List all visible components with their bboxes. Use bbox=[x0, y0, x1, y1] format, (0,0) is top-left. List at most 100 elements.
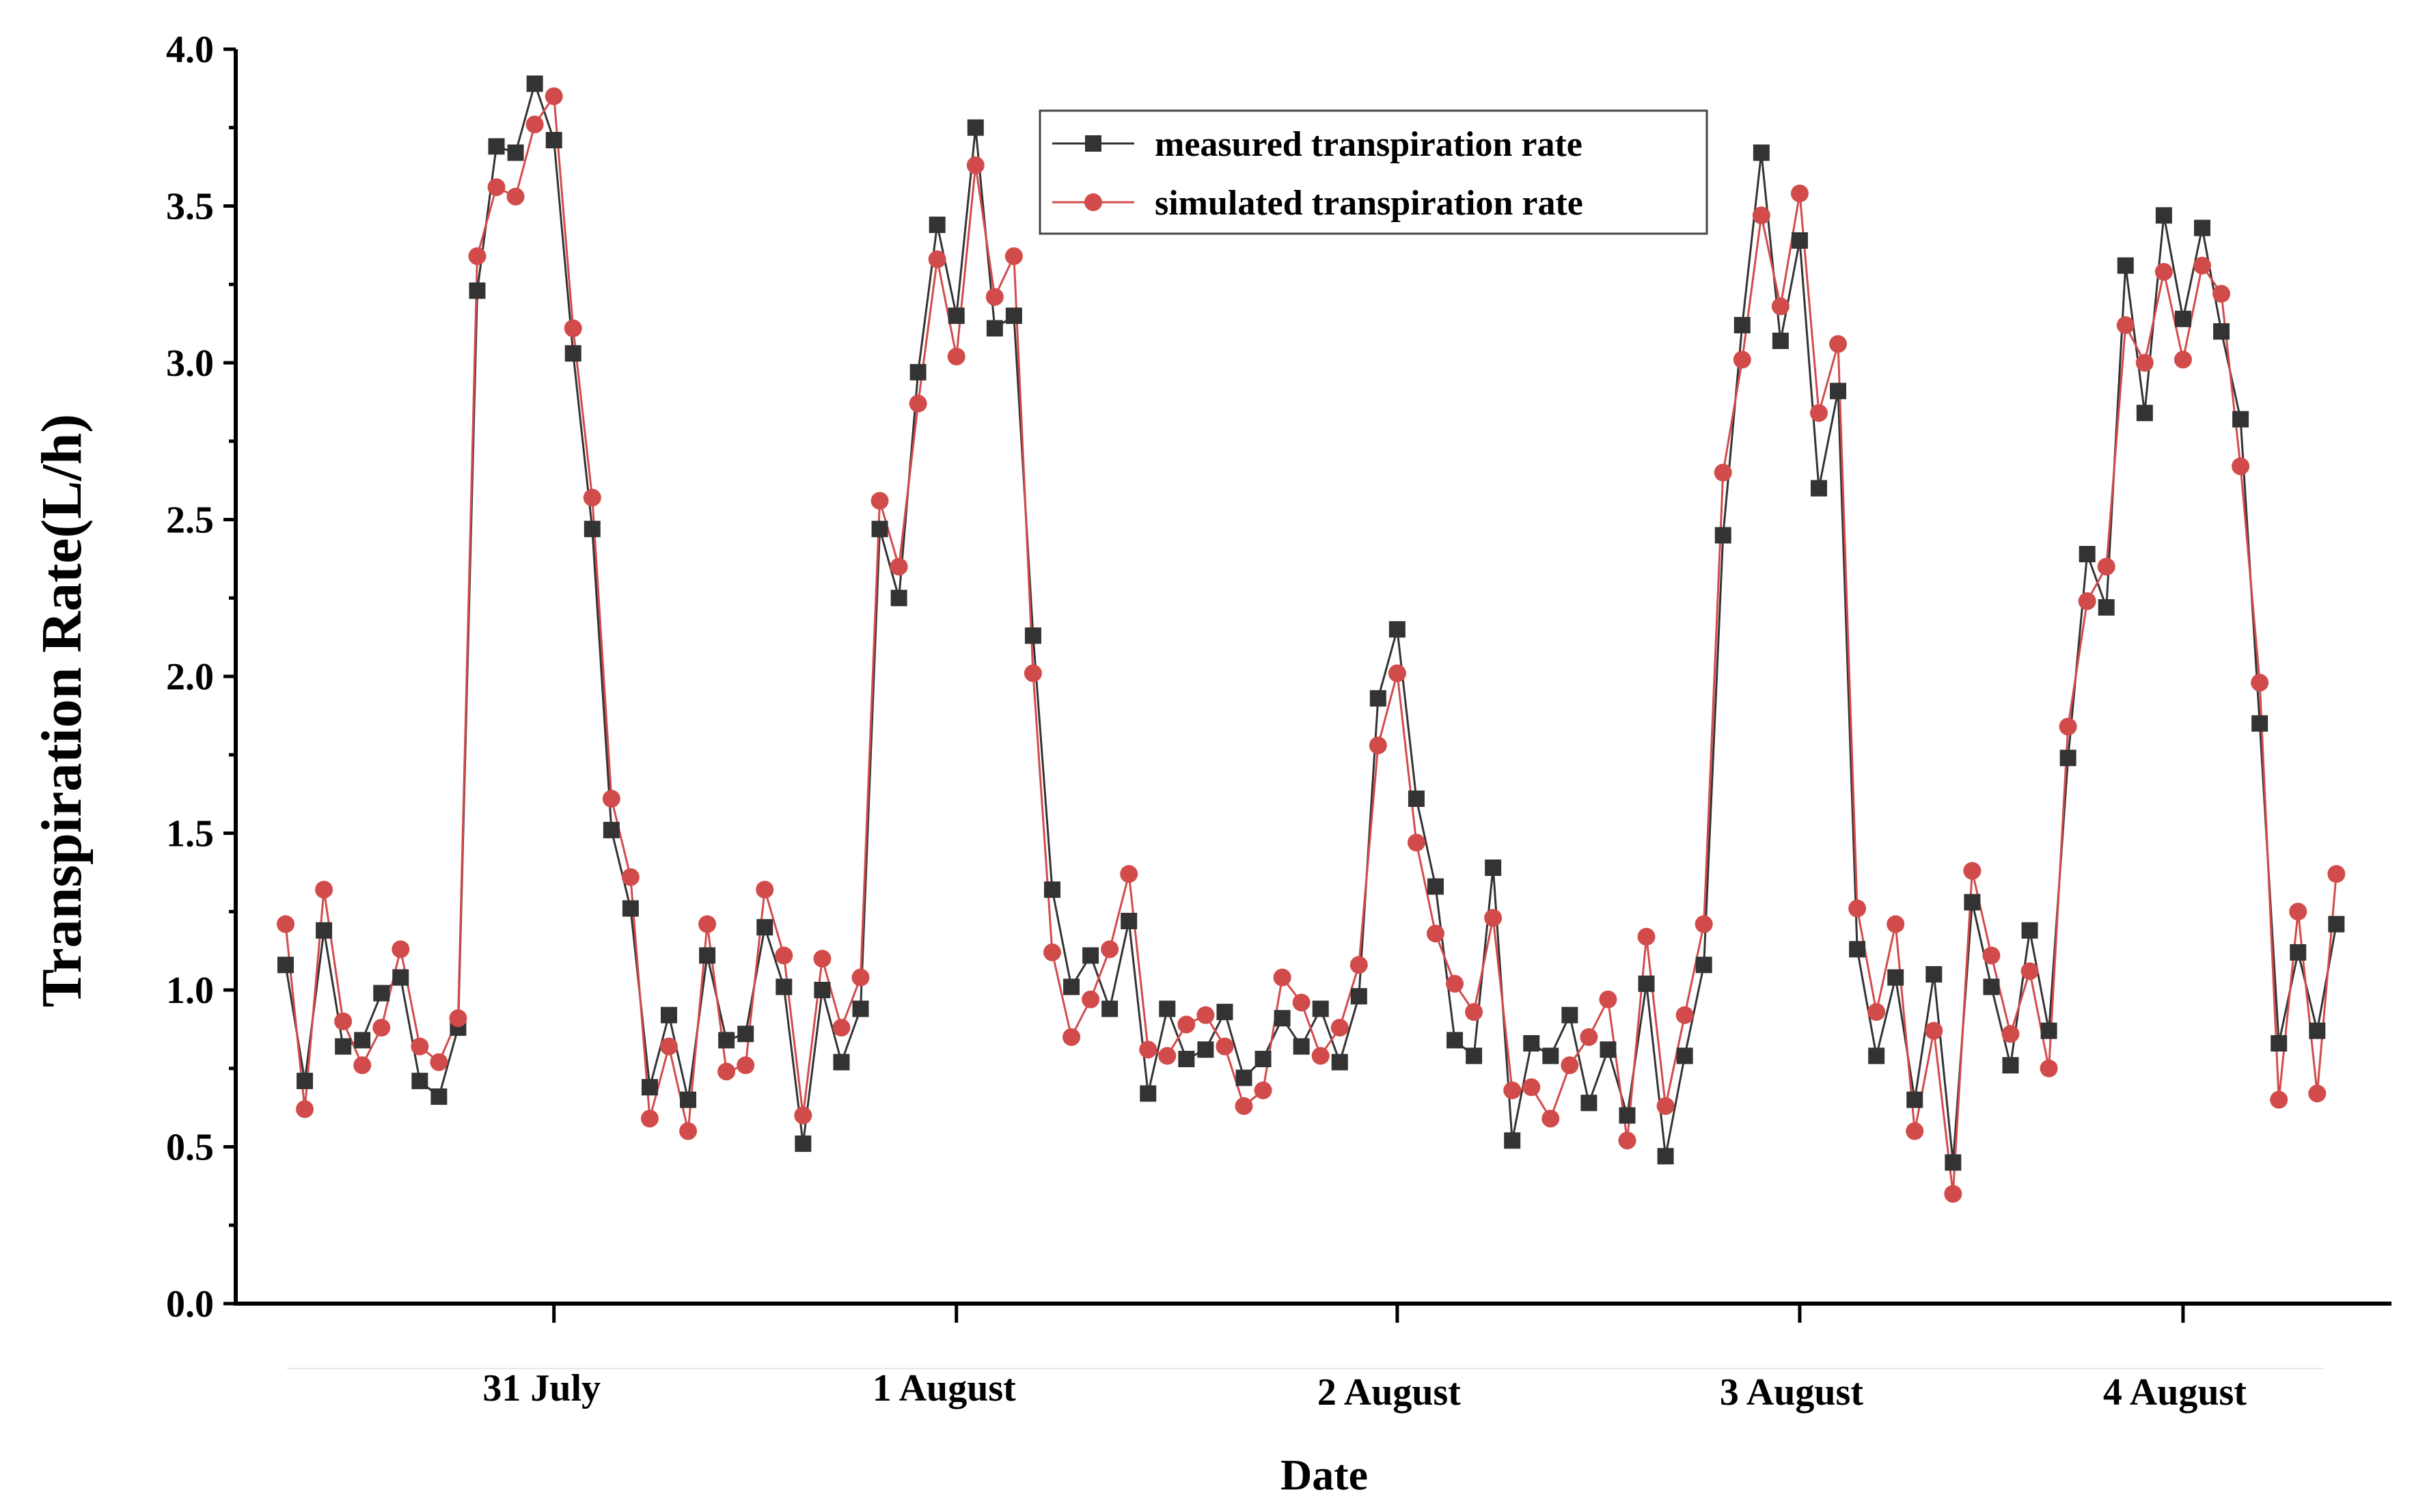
simulated-point bbox=[1503, 1081, 1522, 1099]
simulated-point bbox=[1446, 974, 1464, 993]
simulated-point bbox=[1292, 993, 1311, 1012]
measured-point bbox=[2174, 310, 2191, 327]
y-tick-label: 3.5 bbox=[166, 186, 214, 228]
simulated-point bbox=[870, 491, 889, 510]
simulated-point bbox=[1925, 1021, 1943, 1040]
simulated-point bbox=[775, 946, 793, 965]
measured-point bbox=[1580, 1095, 1598, 1112]
measured-point bbox=[1676, 1047, 1693, 1064]
simulated-point bbox=[832, 1019, 851, 1037]
measured-point bbox=[2271, 1035, 2288, 1052]
measured-point bbox=[890, 590, 907, 607]
x-tick-label: 2 August bbox=[1317, 1371, 1461, 1414]
y-tick-label: 2.5 bbox=[166, 499, 214, 542]
simulated-point bbox=[1101, 940, 1119, 959]
measured-point bbox=[2290, 944, 2307, 961]
simulated-point bbox=[1216, 1037, 1234, 1056]
simulated-point bbox=[1120, 865, 1138, 883]
measured-point bbox=[718, 1032, 735, 1049]
y-tick-label: 0.5 bbox=[166, 1127, 214, 1169]
measured-point bbox=[469, 282, 486, 299]
simulated-point bbox=[640, 1110, 659, 1128]
measured-point bbox=[1542, 1047, 1559, 1064]
simulated-point bbox=[909, 394, 927, 413]
measured-point bbox=[1485, 859, 1502, 876]
y-tick-label: 2.0 bbox=[166, 656, 214, 698]
measured-point bbox=[1830, 383, 1847, 400]
simulated-point bbox=[2270, 1090, 2288, 1109]
simulated-point bbox=[1062, 1028, 1081, 1046]
simulated-point bbox=[296, 1100, 314, 1118]
simulated-point bbox=[717, 1062, 736, 1081]
measured-point bbox=[545, 132, 562, 149]
measured-point bbox=[1044, 881, 1060, 898]
simulated-point bbox=[392, 940, 410, 959]
measured-point bbox=[1446, 1032, 1464, 1049]
simulated-point bbox=[1311, 1047, 1330, 1065]
measured-point bbox=[1063, 978, 1080, 995]
legend-box bbox=[1039, 109, 1708, 235]
measured-point bbox=[1714, 527, 1731, 544]
measured-point bbox=[2002, 1057, 2019, 1074]
simulated-point bbox=[2251, 674, 2269, 692]
simulated-point bbox=[2193, 256, 2211, 275]
measured-point bbox=[1178, 1050, 1195, 1067]
simulated-point bbox=[1369, 736, 1387, 754]
simulated-point bbox=[2097, 558, 2115, 576]
simulated-point bbox=[564, 319, 582, 338]
legend-measured-marker bbox=[1085, 135, 1101, 152]
measured-point bbox=[1753, 144, 1770, 161]
measured-point bbox=[776, 978, 793, 995]
x-tick-label: 4 August bbox=[2103, 1371, 2247, 1414]
simulated-point bbox=[506, 187, 525, 206]
simulated-series-line bbox=[284, 93, 2337, 1194]
measured-point bbox=[1868, 1047, 1885, 1064]
measured-point bbox=[986, 320, 1003, 337]
simulated-point bbox=[468, 247, 486, 265]
measured-point bbox=[1733, 316, 1751, 333]
simulated-point bbox=[1349, 956, 1368, 974]
simulated-point bbox=[1024, 664, 1042, 683]
measured-point bbox=[948, 307, 965, 325]
measured-point bbox=[680, 1091, 697, 1108]
simulated-point bbox=[928, 250, 946, 269]
simulated-point bbox=[737, 1056, 755, 1075]
y-tick-label: 1.0 bbox=[166, 970, 214, 1012]
measured-point bbox=[871, 521, 888, 538]
measured-point bbox=[373, 985, 390, 1002]
measured-point bbox=[1849, 941, 1866, 958]
measured-point bbox=[641, 1079, 658, 1096]
simulated-point bbox=[794, 1106, 812, 1125]
measured-point bbox=[1887, 969, 1904, 986]
measured-point bbox=[967, 119, 984, 136]
simulated-point bbox=[1982, 946, 2001, 965]
simulated-point bbox=[411, 1037, 429, 1056]
simulated-point bbox=[1829, 335, 1848, 353]
legend: measured transpiration rate simulated tr… bbox=[1039, 109, 1708, 235]
simulated-point bbox=[1887, 915, 1905, 933]
measured-point bbox=[852, 1000, 869, 1017]
measured-point bbox=[2251, 715, 2268, 732]
measured-point bbox=[795, 1135, 812, 1152]
measured-point bbox=[1216, 1004, 1233, 1021]
measured-point bbox=[2098, 599, 2115, 616]
measured-point bbox=[1504, 1132, 1521, 1149]
measured-point bbox=[1254, 1050, 1272, 1067]
measured-point bbox=[335, 1038, 352, 1055]
measured-point bbox=[1388, 621, 1406, 638]
measured-point bbox=[1638, 975, 1655, 992]
x-tick-label: 31 July bbox=[482, 1367, 601, 1410]
measured-point bbox=[2194, 219, 2210, 236]
simulated-point bbox=[2212, 285, 2231, 303]
simulated-point bbox=[1139, 1041, 1157, 1059]
simulated-point bbox=[1004, 247, 1023, 265]
measured-point bbox=[1983, 978, 2000, 995]
simulated-point bbox=[1082, 990, 1100, 1008]
measured-point bbox=[354, 1032, 371, 1049]
simulated-point bbox=[2001, 1025, 2020, 1043]
measured-point bbox=[2155, 207, 2172, 224]
measured-point bbox=[1561, 1006, 1578, 1023]
x-axis-title: Date bbox=[1280, 1451, 1368, 1499]
simulated-point bbox=[2059, 717, 2077, 736]
measured-point bbox=[564, 345, 581, 362]
